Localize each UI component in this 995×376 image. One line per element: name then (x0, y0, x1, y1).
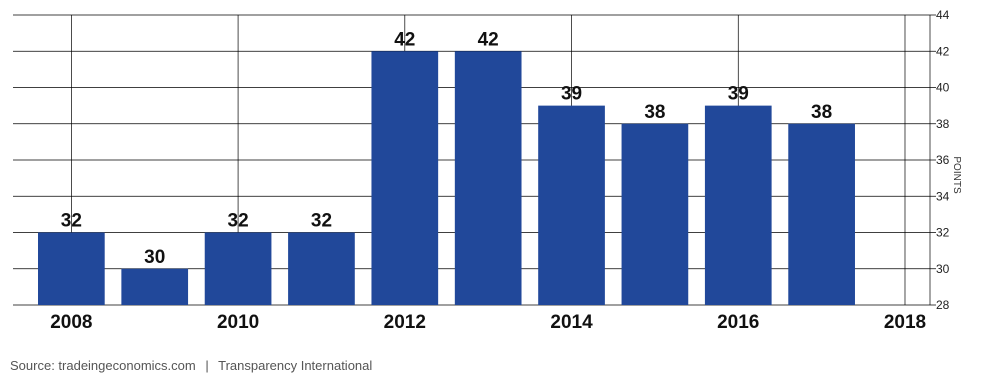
bar-value-label: 42 (478, 29, 499, 50)
bar (121, 268, 189, 305)
x-tick-label: 2008 (50, 312, 92, 333)
y-tick-label: 42 (936, 44, 950, 58)
data-labels: 32 30 32 32 42 42 39 38 39 38 (61, 29, 832, 268)
bars (38, 51, 855, 305)
y-tick-label: 28 (936, 298, 950, 312)
bar-value-label: 39 (728, 84, 749, 105)
y-tick-label: 38 (936, 117, 950, 131)
bar (204, 232, 272, 305)
bar (621, 123, 689, 305)
bar (288, 232, 355, 305)
bar (454, 51, 522, 305)
y-axis-ticks: 28 30 32 34 36 38 40 42 44 (936, 8, 950, 312)
y-axis-title: POINTS (951, 156, 962, 194)
provider-text: Transparency International (218, 358, 373, 373)
x-axis-ticks: 2008 2010 2012 2014 2016 2018 (50, 312, 926, 333)
bar-value-label: 42 (394, 29, 415, 50)
bar-value-label: 30 (144, 247, 165, 268)
source-note: Source: tradeingeconomics.com | Transpar… (10, 358, 372, 373)
bar (788, 123, 855, 305)
bar-value-label: 38 (811, 102, 832, 123)
source-separator: | (205, 358, 209, 373)
y-tick-label: 36 (936, 153, 950, 167)
y-tick-label: 34 (936, 189, 950, 203)
x-tick-label: 2010 (217, 312, 259, 333)
x-tick-label: 2014 (550, 312, 593, 333)
bar-value-label: 32 (61, 211, 82, 232)
bar-value-label: 39 (561, 84, 582, 105)
x-tick-label: 2012 (384, 312, 426, 333)
bar-value-label: 32 (228, 211, 249, 232)
y-tick-label: 40 (936, 81, 950, 95)
y-tick-label: 32 (936, 226, 950, 240)
source-text: Source: tradeingeconomics.com (10, 358, 196, 373)
x-tick-label: 2016 (717, 312, 759, 333)
bar-value-label: 38 (644, 102, 665, 123)
x-tick-label: 2018 (884, 312, 926, 333)
bar (538, 105, 605, 305)
bar (371, 51, 439, 305)
bar (38, 232, 105, 305)
y-tick-label: 30 (936, 262, 950, 276)
bar (704, 105, 772, 305)
bar-value-label: 32 (311, 211, 332, 232)
y-tick-label: 44 (936, 8, 950, 22)
